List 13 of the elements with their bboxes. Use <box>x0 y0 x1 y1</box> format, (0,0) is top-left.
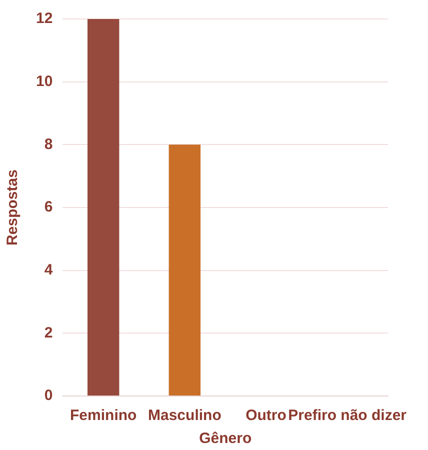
x-tick-label: Masculino <box>148 407 222 424</box>
y-tick-label: 4 <box>44 261 54 278</box>
x-tick-label: Outro <box>246 407 286 424</box>
y-axis-title: Respostas <box>4 170 22 246</box>
y-tick-label: 0 <box>44 387 53 404</box>
y-tick-label: 8 <box>44 136 53 153</box>
y-tick-label: 10 <box>36 72 53 90</box>
x-axis-title: Gênero <box>199 430 252 448</box>
x-tick-label: Feminino <box>70 407 137 424</box>
y-tick-label: 6 <box>44 198 53 216</box>
x-tick-label: Prefiro não dizer <box>288 407 407 424</box>
y-tick-label: 2 <box>44 324 53 342</box>
y-tick-label: 12 <box>36 10 53 28</box>
